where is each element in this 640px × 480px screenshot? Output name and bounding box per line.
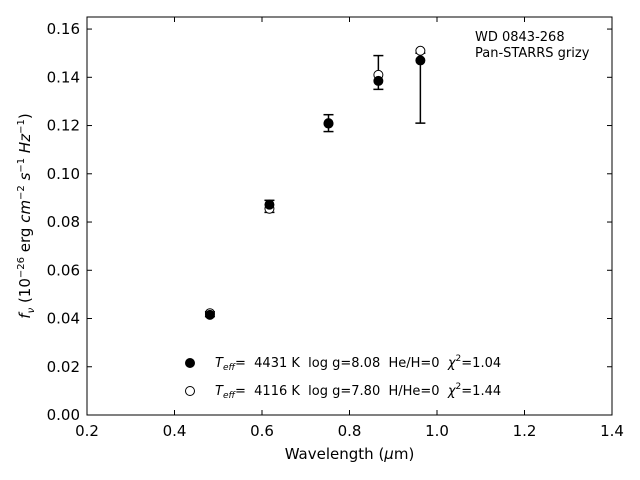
open-model-point xyxy=(415,45,426,56)
legend-marker-open xyxy=(185,386,195,396)
x-tick-label: 1.4 xyxy=(600,422,624,440)
y-tick-label: 0.16 xyxy=(47,20,80,38)
y-tick-label: 0.00 xyxy=(47,406,80,424)
y-tick-label: 0.02 xyxy=(47,358,80,376)
survey-annotation: Pan-STARRS grizy xyxy=(475,46,590,61)
filled-model-point xyxy=(415,55,426,66)
filled-model-point xyxy=(373,75,384,86)
legend-entry-open: Teff= 4116 K log g=7.80 H/He=0 χ2=1.44 xyxy=(215,382,501,401)
y-tick-label: 0.08 xyxy=(47,213,80,231)
filled-model-point xyxy=(204,309,215,320)
y-axis-label: fν (10−26 erg cm−2 s−1 Hz−1) xyxy=(16,113,37,318)
error-bars xyxy=(204,52,426,318)
filled-model-points xyxy=(204,55,426,320)
y-axis-ticks: 0.00 0.02 0.04 0.06 0.08 0.10 0.12 0.14 0.16 xyxy=(47,20,612,424)
open-model-points xyxy=(204,45,426,319)
object-name-annotation: WD 0843-268 xyxy=(475,30,565,45)
x-tick-label: 1.0 xyxy=(425,422,449,440)
x-axis-ticks: 0.2 0.4 0.6 0.8 1.0 1.2 1.4 xyxy=(75,17,624,440)
filled-model-point xyxy=(264,199,275,210)
x-tick-label: 0.4 xyxy=(163,422,187,440)
y-tick-label: 0.10 xyxy=(47,165,80,183)
legend-entry-filled: Teff= 4431 K log g=8.08 He/H=0 χ2=1.04 xyxy=(215,354,501,373)
y-tick-label: 0.12 xyxy=(47,117,80,135)
x-tick-label: 0.6 xyxy=(250,422,274,440)
y-tick-label: 0.14 xyxy=(47,68,80,86)
filled-model-point xyxy=(323,118,334,129)
x-tick-label: 1.2 xyxy=(513,422,537,440)
legend: Teff= 4431 K log g=8.08 He/H=0 χ2=1.04 T… xyxy=(185,354,501,401)
y-tick-label: 0.06 xyxy=(47,261,80,279)
legend-marker-filled xyxy=(185,358,195,368)
x-tick-label: 0.2 xyxy=(75,422,99,440)
x-axis-label: Wavelength (μm) xyxy=(285,445,415,463)
x-tick-label: 0.8 xyxy=(338,422,362,440)
y-tick-label: 0.04 xyxy=(47,310,80,328)
